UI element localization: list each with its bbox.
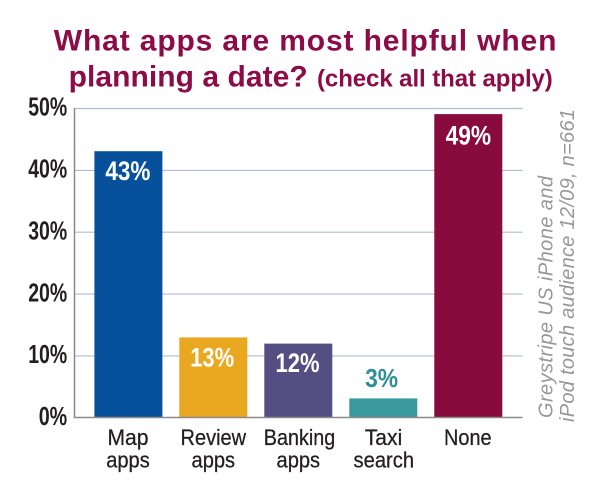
svg-text:Taxi: Taxi <box>365 425 403 450</box>
svg-text:Review: Review <box>181 425 247 450</box>
svg-text:0%: 0% <box>39 403 68 431</box>
svg-text:apps: apps <box>192 447 236 472</box>
svg-text:43%: 43% <box>105 156 150 186</box>
svg-text:40%: 40% <box>28 156 67 184</box>
svg-text:apps: apps <box>106 447 150 472</box>
svg-text:None: None <box>444 425 492 450</box>
svg-text:apps: apps <box>277 447 321 472</box>
svg-text:Greystripe US iPhone and: Greystripe US iPhone and <box>536 175 558 418</box>
svg-text:planning a date?: planning a date? <box>69 61 308 94</box>
svg-text:(check all that apply): (check all that apply) <box>317 66 553 93</box>
svg-text:13%: 13% <box>190 343 234 373</box>
svg-text:20%: 20% <box>28 279 67 307</box>
svg-text:49%: 49% <box>446 121 492 151</box>
svg-text:Map: Map <box>108 425 149 450</box>
svg-text:3%: 3% <box>365 365 398 393</box>
svg-text:50%: 50% <box>28 94 67 122</box>
svg-text:iPod touch audience 12/09, n=6: iPod touch audience 12/09, n=661 <box>557 109 579 422</box>
svg-text:12%: 12% <box>276 348 320 378</box>
svg-text:30%: 30% <box>28 218 67 246</box>
svg-text:What apps are most helpful whe: What apps are most helpful when <box>54 25 557 58</box>
svg-text:10%: 10% <box>28 341 67 369</box>
svg-text:Banking: Banking <box>264 425 336 450</box>
svg-text:search: search <box>354 447 415 472</box>
